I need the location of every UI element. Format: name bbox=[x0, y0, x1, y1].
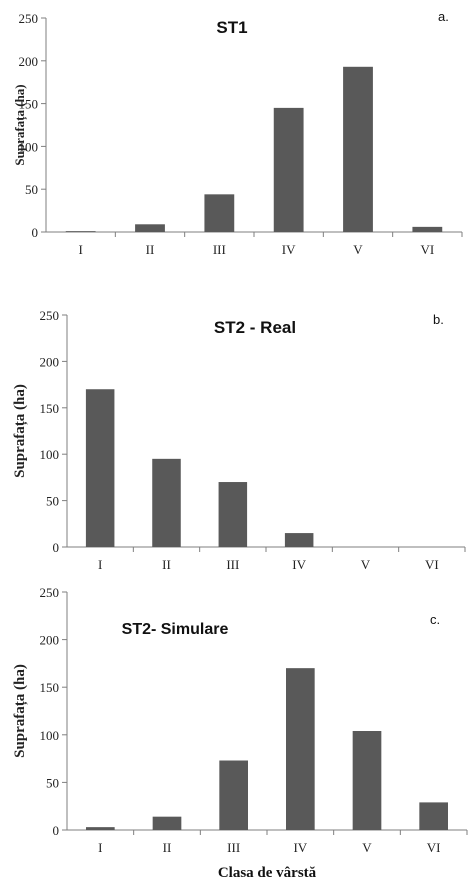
x-tick-label: IV bbox=[282, 242, 296, 257]
y-tick-label: 200 bbox=[40, 633, 60, 648]
x-tick-label: IV bbox=[292, 557, 306, 572]
y-axis-label: Suprafața (ha) bbox=[12, 84, 28, 165]
y-tick-label: 50 bbox=[25, 182, 38, 197]
bar-III bbox=[219, 760, 248, 830]
x-tick-label: III bbox=[226, 557, 239, 572]
bar-V bbox=[352, 730, 382, 830]
bar-IV bbox=[286, 668, 315, 830]
x-tick-label: III bbox=[213, 242, 226, 257]
x-tick-label: I bbox=[98, 840, 102, 855]
x-tick-label: V bbox=[353, 242, 363, 257]
y-tick-label: 0 bbox=[53, 823, 60, 838]
y-tick-label: 250 bbox=[40, 308, 60, 323]
panel-label: c. bbox=[430, 612, 440, 627]
bar-III bbox=[204, 194, 235, 232]
chart-title: ST1 bbox=[216, 18, 247, 37]
y-tick-label: 250 bbox=[40, 585, 60, 600]
bar-IV bbox=[273, 107, 304, 232]
y-tick-label: 200 bbox=[40, 354, 60, 369]
x-tick-label: I bbox=[78, 242, 82, 257]
y-tick-label: 50 bbox=[46, 775, 59, 790]
y-tick-label: 100 bbox=[40, 728, 60, 743]
bar-III bbox=[218, 482, 248, 547]
bar-VI bbox=[412, 226, 443, 232]
bar-II bbox=[152, 458, 181, 547]
bar-II bbox=[135, 224, 165, 232]
y-tick-label: 150 bbox=[19, 97, 39, 112]
y-axis-label: Suprafața (ha) bbox=[12, 384, 28, 478]
chart-title: ST2- Simulare bbox=[122, 621, 229, 638]
bar-I bbox=[85, 389, 115, 547]
x-tick-label: VI bbox=[425, 557, 439, 572]
y-tick-label: 150 bbox=[40, 680, 60, 695]
x-tick-label: VI bbox=[420, 242, 434, 257]
x-tick-label: V bbox=[362, 840, 372, 855]
panel-label: b. bbox=[433, 312, 444, 327]
y-tick-label: 200 bbox=[19, 54, 39, 69]
x-tick-label: II bbox=[163, 840, 172, 855]
x-tick-label: V bbox=[361, 557, 371, 572]
y-tick-label: 150 bbox=[40, 401, 60, 416]
panel-label: a. bbox=[438, 9, 449, 24]
bar-I bbox=[65, 231, 96, 232]
y-tick-label: 50 bbox=[46, 494, 59, 509]
bar-IV bbox=[284, 533, 314, 547]
y-tick-label: 100 bbox=[19, 139, 39, 154]
x-tick-label: II bbox=[146, 242, 155, 257]
chart-title: ST2 - Real bbox=[214, 318, 296, 337]
y-axis-label: Suprafața (ha) bbox=[12, 664, 28, 758]
bar-I bbox=[86, 827, 115, 830]
y-tick-label: 0 bbox=[53, 540, 60, 555]
x-tick-label: VI bbox=[427, 840, 441, 855]
x-tick-label: II bbox=[162, 557, 171, 572]
y-tick-label: 100 bbox=[40, 447, 60, 462]
x-axis-label: Clasa de vârstă bbox=[218, 865, 317, 881]
y-tick-label: 0 bbox=[32, 225, 39, 240]
bar-II bbox=[152, 816, 182, 830]
x-tick-label: I bbox=[98, 557, 102, 572]
bar-V bbox=[343, 66, 373, 233]
y-tick-label: 250 bbox=[19, 11, 39, 26]
bar-VI bbox=[419, 802, 448, 830]
x-tick-label: III bbox=[227, 840, 240, 855]
x-tick-label: IV bbox=[293, 840, 307, 855]
